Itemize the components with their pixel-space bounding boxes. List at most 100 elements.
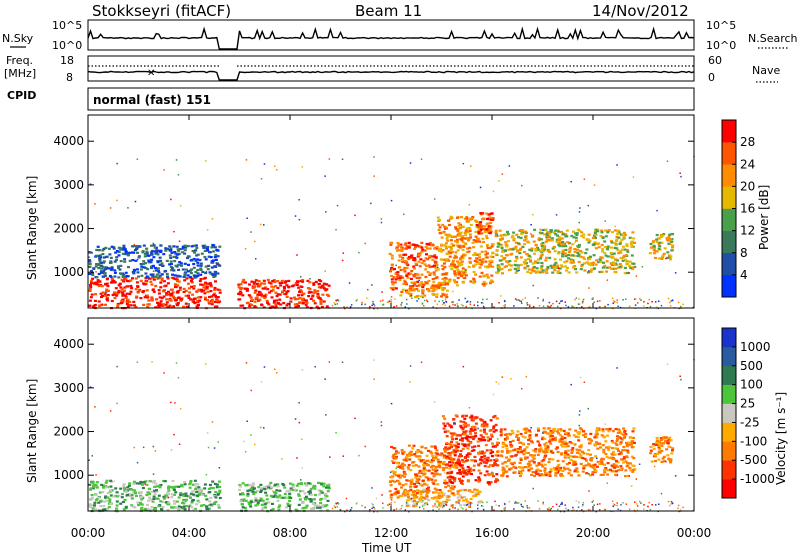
range-time-cell [404,459,408,462]
range-time-cell [608,266,612,269]
range-time-cell [574,435,578,438]
range-time-cell [89,284,92,287]
range-time-cell [401,504,403,507]
range-time-cell [657,237,661,240]
range-time-cell [372,503,374,506]
range-time-cell [278,298,282,301]
range-time-cell [404,253,408,256]
range-time-cell [573,470,577,473]
range-time-cell [165,501,169,504]
range-time-cell [148,496,152,499]
range-time-cell [102,256,106,259]
range-time-cell [611,297,614,300]
range-time-cell [200,491,203,494]
range-time-cell [441,223,445,227]
range-time-cell [126,252,130,255]
range-time-cell [553,439,557,442]
range-time-cell [649,449,653,452]
range-time-cell [88,263,92,266]
range-time-cell [524,234,528,238]
range-time-cell [455,461,459,465]
range-time-cell [434,256,438,259]
range-time-cell [500,244,504,247]
range-time-cell [430,478,434,481]
range-time-cell [474,494,478,497]
range-time-cell [561,232,565,235]
range-time-cell [651,301,653,303]
range-time-cell [517,236,521,239]
range-time-cell [397,259,401,262]
range-time-cell [162,280,166,283]
range-time-cell [409,485,413,488]
range-time-cell [115,495,119,498]
range-time-cell [465,473,469,476]
range-time-cell [397,249,401,252]
range-time-cell [562,442,566,445]
range-time-cell [253,291,257,294]
range-time-cell [305,504,309,507]
range-time-cell [527,469,531,472]
range-time-cell [178,443,181,445]
range-time-cell [613,453,617,456]
range-time-cell [259,483,263,486]
range-time-cell [145,479,149,483]
range-time-cell [150,505,154,509]
range-time-cell [454,227,458,230]
range-time-cell [423,249,427,252]
range-time-cell [595,259,599,262]
range-time-cell [605,270,608,273]
range-time-cell [530,268,534,271]
range-time-cell [136,285,140,288]
range-time-cell [631,268,635,271]
range-time-cell [156,269,160,272]
range-time-cell [124,506,128,509]
range-time-cell [158,296,162,299]
range-time-cell [154,306,158,309]
range-time-cell [497,269,501,272]
range-time-cell [505,436,509,439]
range-time-cell [414,473,417,476]
range-time-cell [361,303,363,306]
range-time-cell [452,444,456,447]
range-time-cell [93,504,96,507]
range-time-cell [524,431,528,434]
range-time-cell [189,259,193,262]
range-time-cell [626,451,630,454]
range-time-cell [267,303,271,306]
range-time-cell [216,262,219,265]
range-time-cell [563,261,567,264]
range-time-cell [443,266,447,269]
range-time-cell [619,442,622,446]
range-time-cell [255,282,259,285]
range-time-cell [532,269,536,273]
range-time-cell [658,442,662,445]
range-time-cell [591,466,595,469]
range-time-cell [106,267,110,270]
range-time-cell [407,454,411,457]
range-time-cell [107,289,110,292]
range-time-cell [153,485,157,488]
range-time-cell [475,488,479,491]
range-time-cell [680,508,682,511]
range-time-cell [548,250,552,253]
range-time-cell [88,272,92,275]
range-time-cell [115,294,119,297]
range-time-cell [446,422,450,425]
range-time-cell [181,500,185,503]
range-time-cell [521,442,525,445]
range-time-cell [604,508,606,511]
range-time-cell [556,459,560,462]
range-time-cell [127,280,131,283]
range-time-cell [456,228,460,231]
range-time-cell [513,267,517,270]
range-time-cell [154,247,157,249]
range-time-cell [259,497,263,500]
range-time-cell [434,470,438,473]
range-time-cell [395,467,397,470]
range-time-cell [404,247,408,250]
range-tick-label: 4000 [53,134,84,148]
range-time-cell [506,233,510,236]
range-time-cell [543,443,547,446]
range-time-cell [497,438,499,440]
range-time-cell [569,258,573,261]
